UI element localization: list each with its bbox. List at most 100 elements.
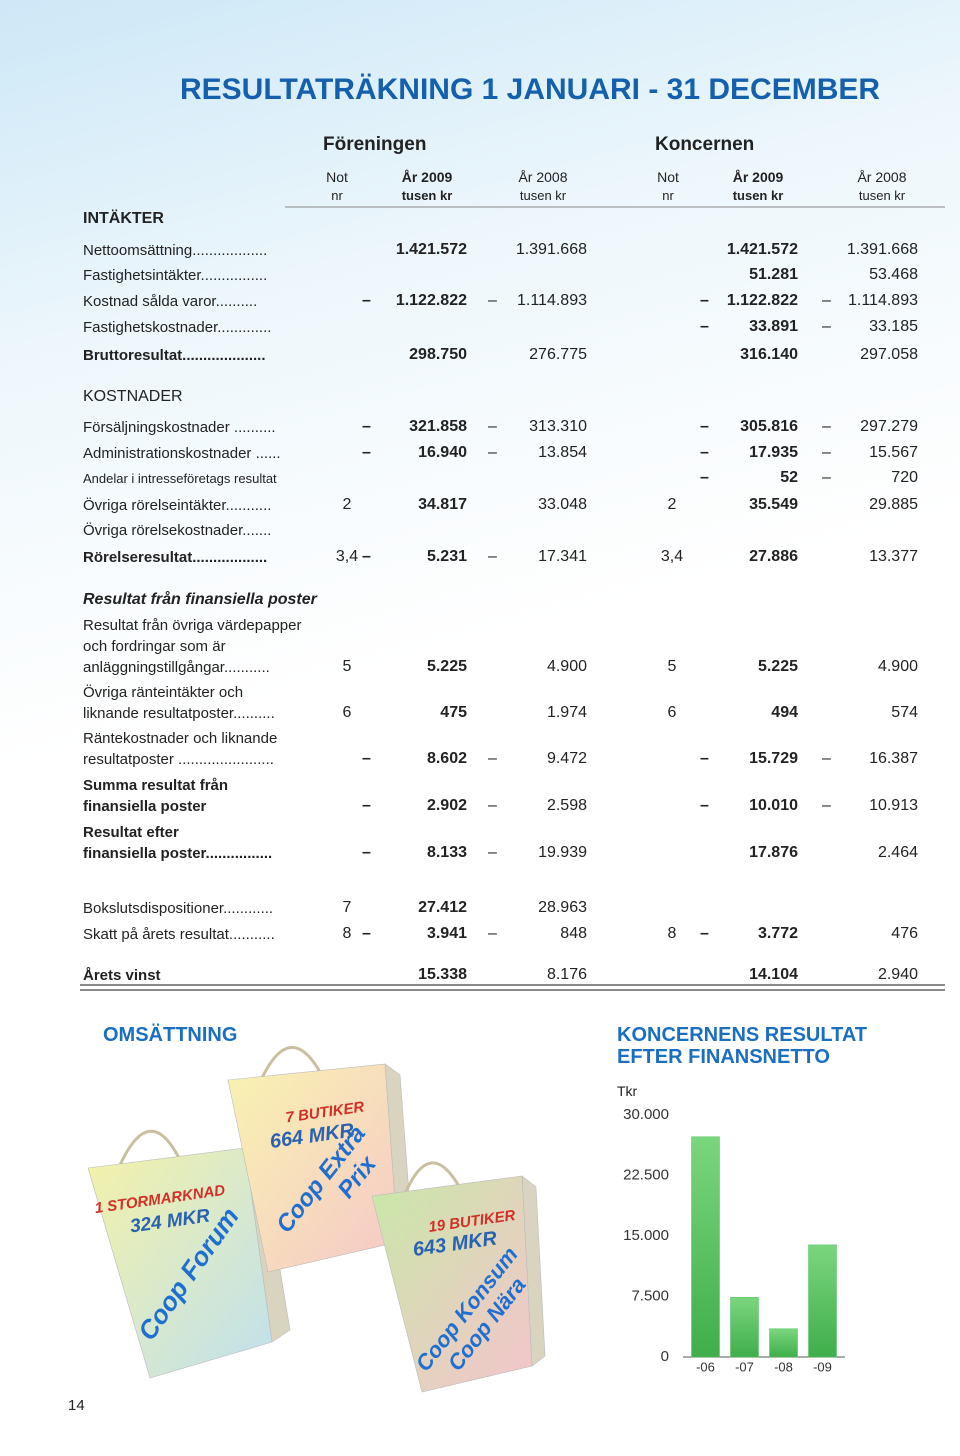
amount: – 1.114.893 [488, 292, 587, 309]
y-tick-label: 30.000 [623, 1106, 669, 1123]
amount: – 8.133 [362, 844, 467, 861]
bar [769, 1328, 798, 1358]
row-label: Räntekostnader och liknande resultatpost… [83, 730, 278, 768]
row-label: Summa resultat från finansiella poster [83, 777, 229, 815]
amount: 15.338 [418, 966, 467, 983]
column-unit: nr [662, 188, 674, 203]
bar [808, 1244, 837, 1358]
amount: – 3.772 [700, 925, 798, 942]
amount: – 8.602 [362, 750, 467, 767]
y-tick-label: 15.000 [623, 1227, 669, 1244]
section-heading: KOSTNADER [83, 388, 183, 405]
amount: – 313.310 [488, 418, 587, 435]
amount: 2.464 [877, 844, 918, 861]
column-unit: tusen kr [858, 188, 906, 203]
column-header: År 2009 [732, 169, 784, 185]
amount: 2.940 [877, 966, 918, 983]
amount: – 33.891 [700, 318, 798, 335]
row-label: Administrationskostnader ...... [83, 445, 281, 462]
x-tick-label: -08 [774, 1359, 793, 1374]
column-unit: tusen kr [732, 188, 784, 203]
bag [371, 1175, 533, 1393]
row-label: Resultat efter finansiella poster.......… [83, 824, 273, 862]
amount: 14.104 [749, 966, 798, 983]
page-number: 14 [68, 1397, 85, 1414]
amount: 1.391.668 [515, 241, 587, 258]
amount: 476 [891, 925, 918, 942]
row-label: Bruttoresultat.................... [83, 347, 266, 364]
column-header: År 2008 [857, 169, 907, 185]
amount: 298.750 [409, 346, 467, 363]
note-ref: 7 [342, 899, 352, 916]
amount: 4.900 [877, 658, 918, 675]
note-ref: 3,4 [335, 548, 359, 565]
row-label: Försäljningskostnader .......... [83, 419, 276, 436]
amount: 33.048 [538, 496, 587, 513]
x-tick-label: -06 [696, 1359, 715, 1374]
note-ref: 5 [667, 658, 677, 675]
column-header: År 2008 [518, 169, 568, 185]
y-tick-label: 7.500 [631, 1287, 669, 1304]
amount: 1.421.572 [395, 241, 467, 258]
bag-handle [260, 1045, 322, 1079]
amount: 1.421.572 [726, 241, 798, 258]
amount: 35.549 [749, 496, 798, 513]
section-heading: INTÄKTER [83, 210, 164, 227]
amount: – 2.598 [488, 797, 587, 814]
note-ref: 8 [342, 925, 352, 942]
amount: – 15.729 [700, 750, 798, 767]
section-heading: Resultat från finansiella poster [83, 591, 317, 608]
amount: 29.885 [869, 496, 918, 513]
amount: – 19.939 [488, 844, 587, 861]
row-label: Bokslutsdispositioner............ [83, 900, 274, 917]
row-label: Övriga rörelseintäkter........... [83, 497, 272, 514]
bar [691, 1136, 720, 1358]
row-label: Resultat från övriga värdepapper och for… [83, 617, 302, 676]
amount: – 2.902 [362, 797, 467, 814]
y-axis-label: Tkr [617, 1083, 638, 1099]
amount: – 321.858 [362, 418, 467, 435]
page-title: RESULTATRÄKNING 1 JANUARI - 31 DECEMBER [180, 73, 881, 106]
amount: 5.225 [426, 658, 467, 675]
y-tick-label: 22.500 [623, 1166, 669, 1183]
group-header: Koncernen [655, 134, 755, 155]
amount: – 33.185 [822, 318, 918, 335]
amount: – 1.122.822 [700, 292, 798, 309]
column-unit: tusen kr [519, 188, 567, 203]
row-label: Skatt på årets resultat........... [83, 926, 275, 943]
amount: 4.900 [546, 658, 587, 675]
amount: 27.412 [418, 899, 467, 916]
amount: 53.468 [869, 266, 918, 283]
chart-title: KONCERNENS RESULTAT EFTER FINANSNETTO [617, 1024, 867, 1068]
amount: 1.391.668 [846, 241, 918, 258]
amount: 574 [891, 704, 918, 721]
amount: – 5.231 [362, 548, 467, 565]
amount: 297.058 [860, 346, 918, 363]
note-ref: 6 [342, 704, 352, 721]
amount: – 17.341 [488, 548, 587, 565]
amount: 8.176 [546, 966, 587, 983]
bag-handle [118, 1129, 182, 1166]
amount: 276.775 [529, 346, 587, 363]
amount: – 16.387 [822, 750, 918, 767]
note-ref: 5 [342, 658, 352, 675]
note-ref: 6 [667, 704, 677, 721]
row-label: Rörelseresultat.................. [83, 549, 268, 566]
amount: 27.886 [749, 548, 798, 565]
group-header: Föreningen [323, 134, 427, 155]
amount: – 16.940 [362, 444, 467, 461]
amount: – 3.941 [362, 925, 467, 942]
note-ref: 8 [667, 925, 677, 942]
x-tick-label: -07 [735, 1359, 754, 1374]
column-unit: tusen kr [401, 188, 453, 203]
amount: – 297.279 [822, 418, 918, 435]
amount: – 1.122.822 [362, 292, 467, 309]
x-tick-label: -09 [813, 1359, 832, 1374]
amount: – 52 [700, 469, 798, 486]
amount: – 15.567 [822, 444, 918, 461]
section-title: OMSÄTTNING [103, 1024, 238, 1046]
amount: – 10.010 [700, 797, 798, 814]
row-label: Årets vinst [83, 967, 161, 984]
amount: 1.974 [546, 704, 587, 721]
